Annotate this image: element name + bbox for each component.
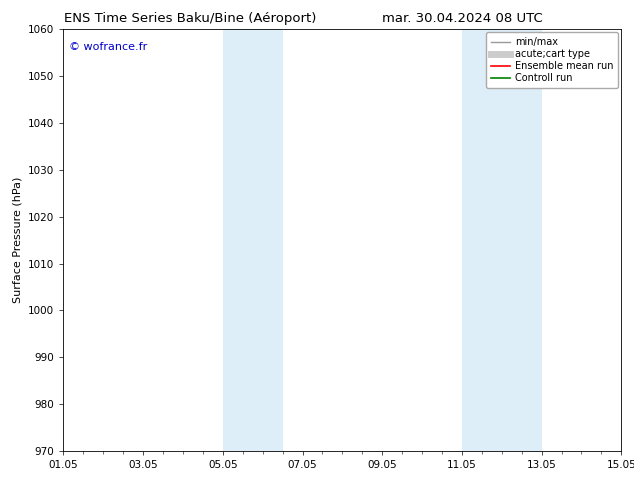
Bar [462,29,541,451]
Text: ENS Time Series Baku/Bine (Aéroport): ENS Time Series Baku/Bine (Aéroport) [64,12,316,25]
Y-axis label: Surface Pressure (hPa): Surface Pressure (hPa) [13,177,23,303]
Legend: min/max, acute;cart type, Ensemble mean run, Controll run: min/max, acute;cart type, Ensemble mean … [486,32,618,88]
Text: mar. 30.04.2024 08 UTC: mar. 30.04.2024 08 UTC [382,12,543,25]
Bar [223,29,283,451]
Text: © wofrance.fr: © wofrance.fr [69,42,147,52]
